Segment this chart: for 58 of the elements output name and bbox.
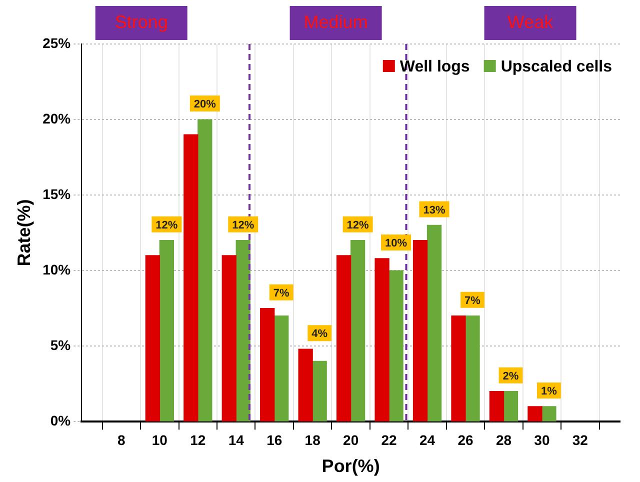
x-tick-label: 22 (381, 432, 398, 448)
text: Weak (507, 12, 554, 32)
data-label: 10% (385, 238, 408, 250)
bar (298, 348, 313, 422)
x-tick-label: 28 (496, 432, 512, 448)
x-tick-label: 18 (304, 432, 321, 448)
y-tick-label: 0% (50, 412, 72, 428)
data-label: 7% (273, 287, 290, 300)
data-label: 2% (502, 370, 519, 382)
x-tick-label: 8 (118, 432, 126, 448)
bar (426, 224, 442, 422)
bar (503, 391, 518, 422)
bar (222, 255, 236, 422)
bar (528, 406, 542, 422)
bar (374, 258, 390, 422)
x-tick-label: 20 (343, 432, 359, 448)
bar (542, 406, 556, 422)
bar (465, 316, 480, 422)
y-tick-label: 20% (42, 110, 72, 126)
bar (274, 316, 289, 422)
bar (198, 119, 212, 422)
x-tick-label: 14 (228, 432, 244, 448)
legend-label: Well logs (400, 58, 470, 76)
bar (350, 240, 366, 422)
y-axis-title: Rate(%) (14, 199, 34, 266)
data-label: 1% (541, 386, 558, 398)
x-tick-label: 32 (572, 432, 588, 448)
x-tick-label: 26 (458, 432, 474, 448)
x-tick-label: 16 (266, 432, 282, 448)
data-label: 7% (464, 294, 481, 307)
bar (336, 255, 352, 422)
bar (312, 360, 327, 422)
bar (388, 270, 404, 422)
x-tick-label: 12 (190, 432, 206, 448)
data-label: 13% (423, 204, 446, 216)
y-tick-label: 10% (42, 261, 72, 278)
bar (184, 134, 198, 422)
x-tick-label: 24 (419, 432, 436, 448)
data-label: 12% (346, 219, 370, 232)
text: Strong (114, 12, 168, 32)
legend-label: Upscaled cells (500, 58, 612, 76)
bar (451, 316, 466, 422)
bar (489, 391, 504, 422)
data-label: 20% (194, 98, 216, 111)
data-label: 12% (232, 219, 254, 232)
data-label: 4% (312, 328, 328, 340)
x-tick-label: 30 (534, 432, 550, 448)
y-tick-label: 5% (50, 336, 72, 353)
x-axis-title: Por(%) (322, 456, 380, 476)
bar (159, 240, 174, 422)
bar (412, 240, 428, 422)
data-label: 12% (156, 219, 178, 232)
y-tick-label: 15% (42, 186, 72, 202)
bar (145, 255, 160, 422)
bar (260, 308, 275, 422)
text: Medium (304, 12, 368, 32)
x-tick-label: 10 (152, 432, 168, 448)
y-tick-label: 25% (42, 34, 72, 51)
